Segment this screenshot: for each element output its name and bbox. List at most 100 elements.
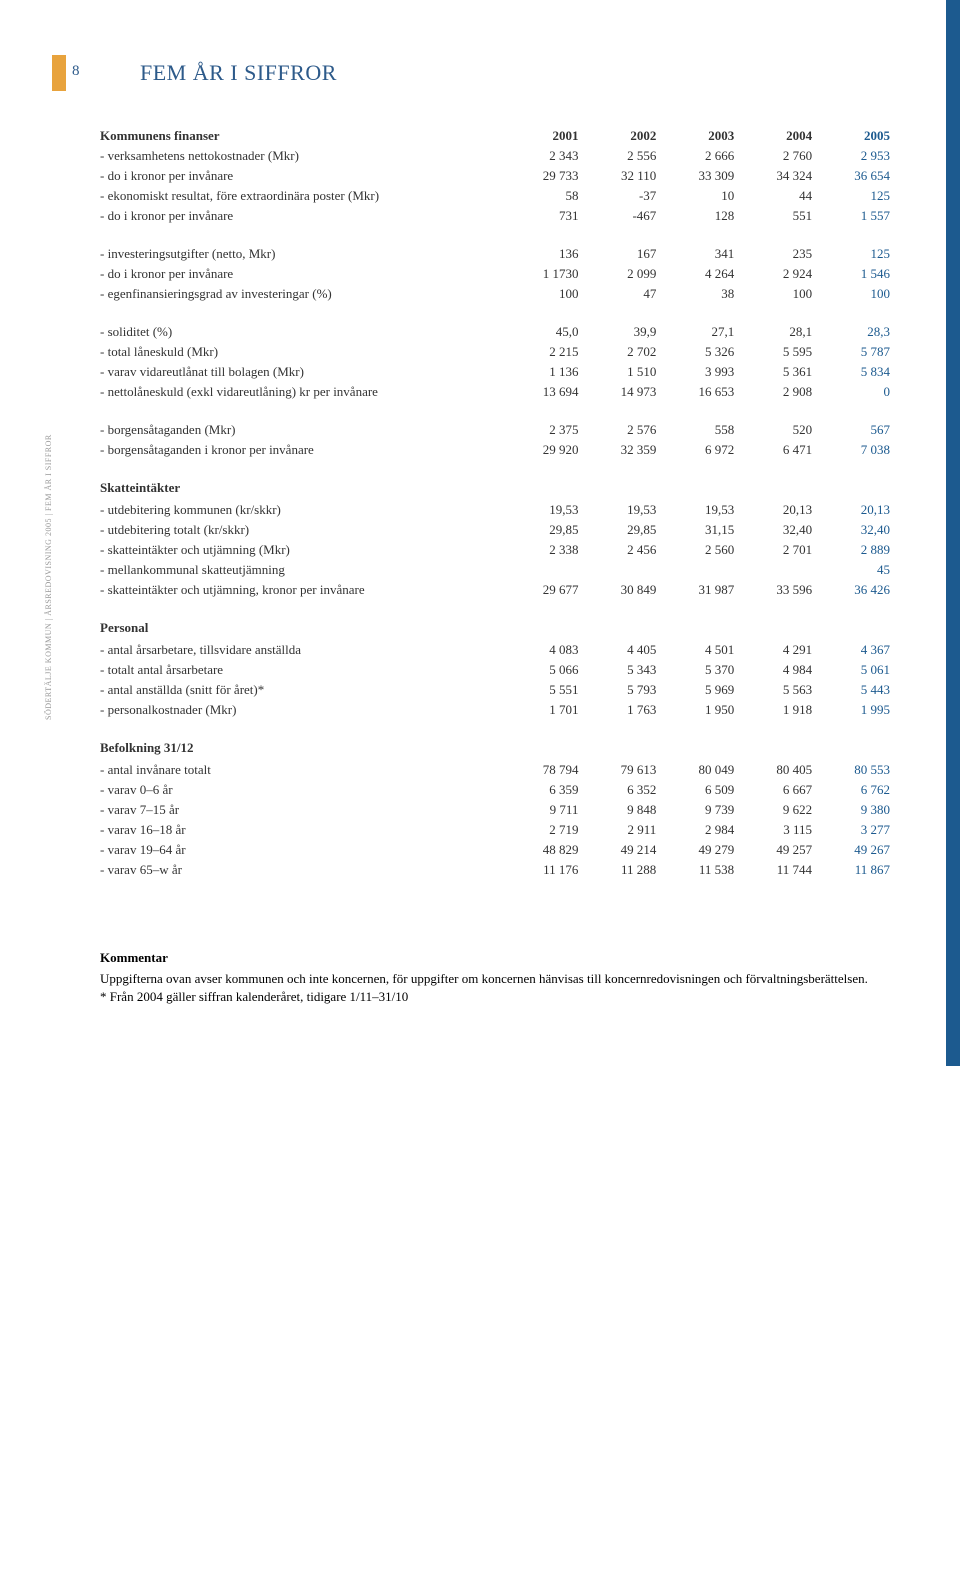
row-value: 13 694: [501, 382, 579, 402]
row-label: - skatteintäkter och utjämning, kronor p…: [100, 580, 501, 600]
data-table: - soliditet (%)45,039,927,128,128,3- tot…: [100, 322, 890, 402]
row-value: 2 338: [501, 540, 579, 560]
row-value: 125: [812, 244, 890, 264]
row-value: 2 576: [578, 420, 656, 440]
row-value: 2 560: [656, 540, 734, 560]
table-row: - antal anställda (snitt för året)*5 551…: [100, 680, 890, 700]
row-value: 80 049: [656, 760, 734, 780]
row-value: -37: [578, 186, 656, 206]
row-label: - antal årsarbetare, tillsvidare anställ…: [100, 640, 501, 660]
row-value: 19,53: [578, 500, 656, 520]
row-value: 45,0: [501, 322, 579, 342]
row-value: 2 375: [501, 420, 579, 440]
table-row: - verksamhetens nettokostnader (Mkr)2 34…: [100, 146, 890, 166]
row-value: 5 343: [578, 660, 656, 680]
table-row: - utdebitering totalt (kr/skkr)29,8529,8…: [100, 520, 890, 540]
row-value: 31 987: [656, 580, 734, 600]
row-value: -467: [578, 206, 656, 226]
row-value: 49 267: [812, 840, 890, 860]
row-value: 1 136: [501, 362, 579, 382]
row-label: - borgensåtaganden (Mkr): [100, 420, 501, 440]
row-value: 558: [656, 420, 734, 440]
kommentar-block: Kommentar Uppgifterna ovan avser kommune…: [100, 950, 890, 1006]
row-value: 1 918: [734, 700, 812, 720]
row-value: 20,13: [812, 500, 890, 520]
data-table: Kommunens finanser20012002200320042005- …: [100, 126, 890, 226]
kommentar-body-1: Uppgifterna ovan avser kommunen och inte…: [100, 970, 890, 988]
row-value: 2 911: [578, 820, 656, 840]
row-value: 28,1: [734, 322, 812, 342]
row-value: 5 326: [656, 342, 734, 362]
row-value: 10: [656, 186, 734, 206]
row-value: 9 711: [501, 800, 579, 820]
row-value: 1 950: [656, 700, 734, 720]
row-value: 19,53: [501, 500, 579, 520]
row-label: - total låneskuld (Mkr): [100, 342, 501, 362]
row-value: 3 115: [734, 820, 812, 840]
row-value: 9 380: [812, 800, 890, 820]
data-table: - utdebitering kommunen (kr/skkr)19,5319…: [100, 500, 890, 600]
row-value: 235: [734, 244, 812, 264]
row-value: 2 889: [812, 540, 890, 560]
row-value: 30 849: [578, 580, 656, 600]
row-value: 32 359: [578, 440, 656, 460]
row-value: 1 995: [812, 700, 890, 720]
row-value: 6 471: [734, 440, 812, 460]
row-value: 4 501: [656, 640, 734, 660]
row-value: 36 426: [812, 580, 890, 600]
row-value: 33 596: [734, 580, 812, 600]
table-row: - investeringsutgifter (netto, Mkr)13616…: [100, 244, 890, 264]
row-value: 5 443: [812, 680, 890, 700]
row-value: 5 563: [734, 680, 812, 700]
row-label: - totalt antal årsarbetare: [100, 660, 501, 680]
page-number-accent: [52, 55, 66, 91]
table-row: - total låneskuld (Mkr)2 2152 7025 3265 …: [100, 342, 890, 362]
row-value: 2 702: [578, 342, 656, 362]
row-value: 7 038: [812, 440, 890, 460]
table-row: - ekonomiskt resultat, före extraordinär…: [100, 186, 890, 206]
row-value: 80 553: [812, 760, 890, 780]
row-value: 80 405: [734, 760, 812, 780]
row-label: - verksamhetens nettokostnader (Mkr): [100, 146, 501, 166]
sidebar-running-text: SÖDERTÄLJE KOMMUN | ÅRSREDOVISNING 2005 …: [44, 434, 53, 720]
row-value: 100: [734, 284, 812, 304]
table-row: - varav vidareutlånat till bolagen (Mkr)…: [100, 362, 890, 382]
table-row: - skatteintäkter och utjämning (Mkr)2 33…: [100, 540, 890, 560]
row-value: 136: [501, 244, 579, 264]
row-value: 29,85: [501, 520, 579, 540]
row-label: - varav vidareutlånat till bolagen (Mkr): [100, 362, 501, 382]
row-value: [656, 560, 734, 580]
row-value: 36 654: [812, 166, 890, 186]
table-row: - borgensåtaganden i kronor per invånare…: [100, 440, 890, 460]
row-label: - antal invånare totalt: [100, 760, 501, 780]
row-value: 2 099: [578, 264, 656, 284]
row-label: - soliditet (%): [100, 322, 501, 342]
row-value: 5 370: [656, 660, 734, 680]
row-value: 5 969: [656, 680, 734, 700]
row-value: 29 677: [501, 580, 579, 600]
row-value: 32 110: [578, 166, 656, 186]
row-value: 100: [812, 284, 890, 304]
row-value: 2 666: [656, 146, 734, 166]
row-value: 49 257: [734, 840, 812, 860]
table-row: - do i kronor per invånare29 73332 11033…: [100, 166, 890, 186]
row-value: 34 324: [734, 166, 812, 186]
row-value: 100: [501, 284, 579, 304]
table-row: - soliditet (%)45,039,927,128,128,3: [100, 322, 890, 342]
row-value: [578, 560, 656, 580]
row-label: - ekonomiskt resultat, före extraordinär…: [100, 186, 501, 206]
table-row: - utdebitering kommunen (kr/skkr)19,5319…: [100, 500, 890, 520]
table-row: - borgensåtaganden (Mkr)2 3752 576558520…: [100, 420, 890, 440]
row-value: 78 794: [501, 760, 579, 780]
row-value: 29 920: [501, 440, 579, 460]
row-label: - varav 65–w år: [100, 860, 501, 880]
section-header-label: Kommunens finanser: [100, 126, 501, 146]
row-value: 6 352: [578, 780, 656, 800]
table-row: - skatteintäkter och utjämning, kronor p…: [100, 580, 890, 600]
row-value: 3 993: [656, 362, 734, 382]
row-label: - skatteintäkter och utjämning (Mkr): [100, 540, 501, 560]
data-table: - antal invånare totalt78 79479 61380 04…: [100, 760, 890, 880]
table-row: - varav 7–15 år9 7119 8489 7399 6229 380: [100, 800, 890, 820]
row-value: 16 653: [656, 382, 734, 402]
main-content: Kommunens finanser20012002200320042005- …: [100, 126, 890, 880]
